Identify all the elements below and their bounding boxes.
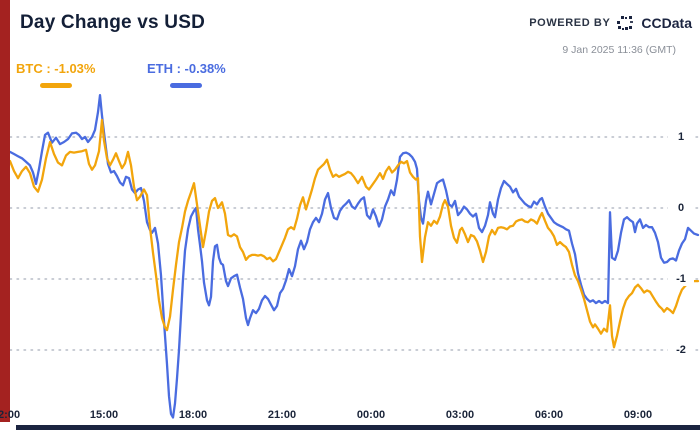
y-tick-label: 1 <box>668 130 694 144</box>
legend-item-btc[interactable]: BTC : -1.03% <box>16 61 95 88</box>
x-tick-label: 03:00 <box>445 409 475 421</box>
left-accent-bar <box>0 0 10 422</box>
line-eth <box>8 93 700 419</box>
x-tick-label: 12:00 <box>0 409 21 421</box>
x-tick-label: 00:00 <box>356 409 386 421</box>
line-btc <box>8 118 700 349</box>
x-tick-label: 06:00 <box>534 409 564 421</box>
brand-name: CCData <box>641 15 692 31</box>
ccdata-logo-icon <box>617 15 634 31</box>
x-tick-label: 15:00 <box>89 409 119 421</box>
y-tick-label: 0 <box>668 201 694 215</box>
legend-item-eth[interactable]: ETH : -0.38% <box>147 61 226 88</box>
powered-by-block: POWERED BY CCData <box>529 15 692 31</box>
legend-label-eth: ETH : -0.38% <box>147 61 226 76</box>
y-tick-label: -1 <box>668 272 694 286</box>
series-lines <box>8 93 700 419</box>
x-tick-label: 09:00 <box>623 409 653 421</box>
legend-swatch-btc <box>39 83 72 88</box>
bottom-footer-bar <box>16 425 700 430</box>
horizontal-gridlines <box>9 136 700 351</box>
page-title: Day Change vs USD <box>20 12 206 33</box>
x-tick-label: 21:00 <box>267 409 297 421</box>
legend-swatch-eth <box>170 83 203 88</box>
powered-by-text: POWERED BY <box>529 17 611 29</box>
y-tick-label: -2 <box>668 343 694 357</box>
chart-timestamp: 9 Jan 2025 11:36 (GMT) <box>562 44 676 56</box>
x-tick-label: 18:00 <box>178 409 208 421</box>
legend-label-btc: BTC : -1.03% <box>16 61 96 76</box>
